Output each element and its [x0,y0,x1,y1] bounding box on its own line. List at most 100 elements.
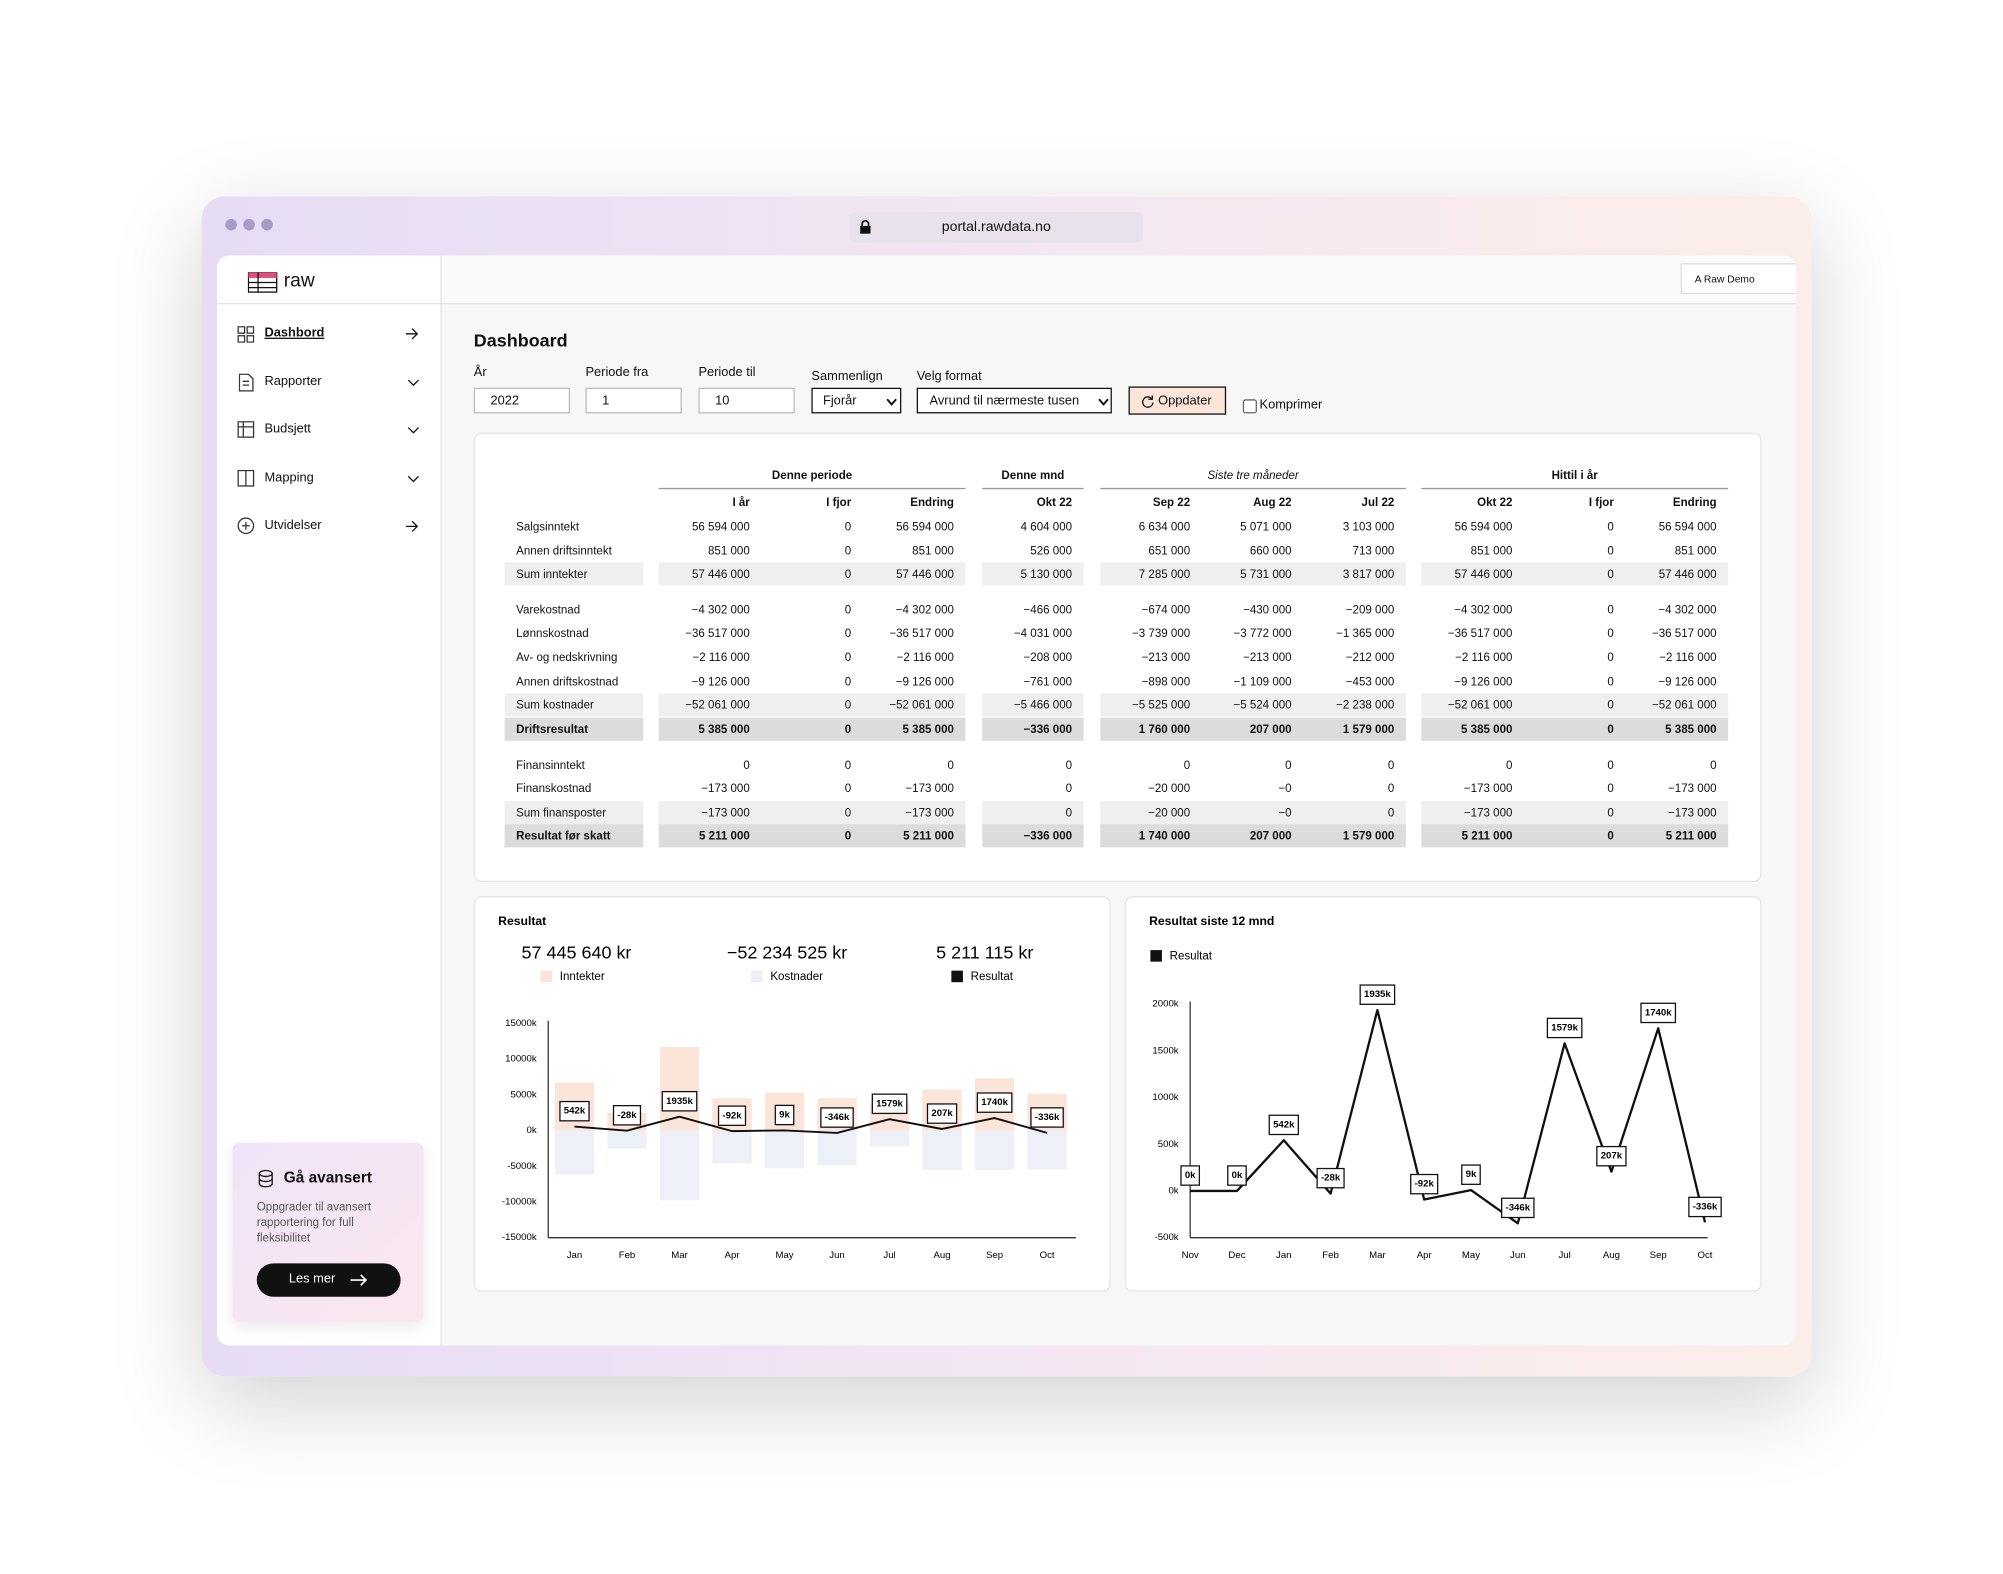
url: portal.rawdata.no [941,219,1051,235]
nav-item[interactable]: Budsjett [237,417,424,443]
nav-item[interactable]: Mapping [237,466,424,492]
cell: 0 [1065,781,1073,795]
column-header: Endring [1672,495,1717,509]
cell: −208 000 [1023,650,1073,664]
format-select[interactable]: Avrund til nærmeste tusen [916,387,1112,414]
data-label-box [1359,984,1396,1005]
x-tick-label: Feb [1322,1250,1339,1261]
cell: 5 211 000 [1665,829,1717,843]
year-input[interactable]: 2022 [473,387,571,414]
nav-item[interactable]: Rapporter [238,370,424,396]
legend-swatch [751,970,763,983]
cell: 713 000 [1352,544,1395,558]
cell: −5 524 000 [1233,698,1292,712]
row-shade [982,801,1084,825]
row-shade [982,562,1084,586]
x-tick-label: Mar [671,1250,688,1261]
cell: −4 302 000 [1454,603,1513,617]
row-shade [504,801,644,825]
bar [659,1046,700,1131]
promo-text: Oppgrader til avansert rapportering for … [256,1200,372,1245]
period-from-input[interactable]: 1 [585,387,682,414]
cell: −212 000 [1345,650,1395,664]
cell: −3 772 000 [1233,626,1292,640]
nav-item[interactable]: Utvidelser [237,514,424,540]
promo-button[interactable]: Les mer [256,1263,401,1297]
column-header: I fjor [826,495,852,509]
logo-bar [216,255,441,305]
update-button[interactable]: Oppdater [1128,386,1227,415]
compress-checkbox[interactable] [1242,399,1257,414]
cell: 0 [1387,806,1395,820]
cell: 0 [1607,519,1614,533]
x-tick-label: May [1462,1250,1480,1261]
cell: 0 [1607,781,1614,795]
row-shade [982,693,1084,717]
cell: −36 517 000 [1651,626,1717,640]
promo-title: Gå avansert [283,1168,372,1187]
cell: 56 594 000 [691,519,750,533]
column-header: I fjor [1588,495,1614,509]
x-tick-label: Nov [1182,1250,1199,1261]
row-shade [504,562,644,586]
x-tick-label: Sep [986,1250,1003,1261]
row-label: Salgsinntekt [516,519,580,533]
cell: −336 000 [1023,722,1073,736]
cell: 0 [844,675,852,689]
cell: −209 000 [1345,603,1395,617]
compare-select[interactable]: Fjorår [811,387,902,414]
row-shade [1100,717,1406,741]
row-shade [1421,562,1729,586]
x-tick-label: Jan [1276,1250,1292,1261]
legend-label: Resultat [971,971,1014,983]
cell: 0 [1285,758,1292,772]
data-label: 542k [1273,1119,1295,1130]
cell: 660 000 [1249,544,1292,558]
cell: 0 [1183,758,1191,772]
data-label: 0k [1232,1170,1243,1181]
cell: 0 [1710,758,1717,772]
column-header: Endring [910,495,954,509]
row-shade [504,824,644,848]
cell: 4 604 000 [1020,519,1073,533]
chart-title: Resultat siste 12 mnd [1149,914,1274,928]
cell: 0 [1387,758,1395,772]
cell: 5 211 000 [1461,829,1513,843]
cell: 3 817 000 [1342,567,1395,581]
data-label: -346k [825,1112,850,1123]
y-tick-label: 0k [1168,1185,1178,1196]
line [1190,1008,1707,1225]
row-shade [1421,801,1729,825]
data-label-box [1316,1167,1345,1189]
bar [869,1130,910,1147]
row-shade [658,801,966,825]
cell: −761 000 [1023,675,1073,689]
data-label: -346k [1506,1202,1531,1213]
data-label-box [820,1107,854,1128]
cell: 0 [844,650,852,664]
data-label-box [1030,1107,1064,1128]
data-label-box [1268,1114,1299,1136]
cell: −4 302 000 [691,603,750,617]
cell: −213 000 [1243,650,1292,664]
legend-label: Inntekter [560,971,605,983]
cell: −0 [1278,806,1292,820]
legend-swatch [951,970,963,983]
cell: −173 000 [1463,806,1513,820]
data-label: 9k [779,1110,790,1121]
nav-item[interactable]: Dashbord [237,321,424,347]
data-label: 207k [1601,1151,1623,1162]
cell: 57 446 000 [1658,567,1717,581]
row-shade [1100,801,1406,825]
period-to-input[interactable]: 10 [698,387,795,414]
account-button[interactable]: A Raw Demo [1680,263,1797,295]
url-bar[interactable]: portal.rawdata.no [849,211,1143,243]
column-header: Sep 22 [1152,495,1191,509]
cell: 651 000 [1148,544,1191,558]
cell: −173 000 [701,781,750,795]
row-shade [504,693,644,717]
data-label-box [1596,1145,1627,1167]
x-tick-label: Aug [934,1250,951,1261]
group-rule [658,487,966,490]
